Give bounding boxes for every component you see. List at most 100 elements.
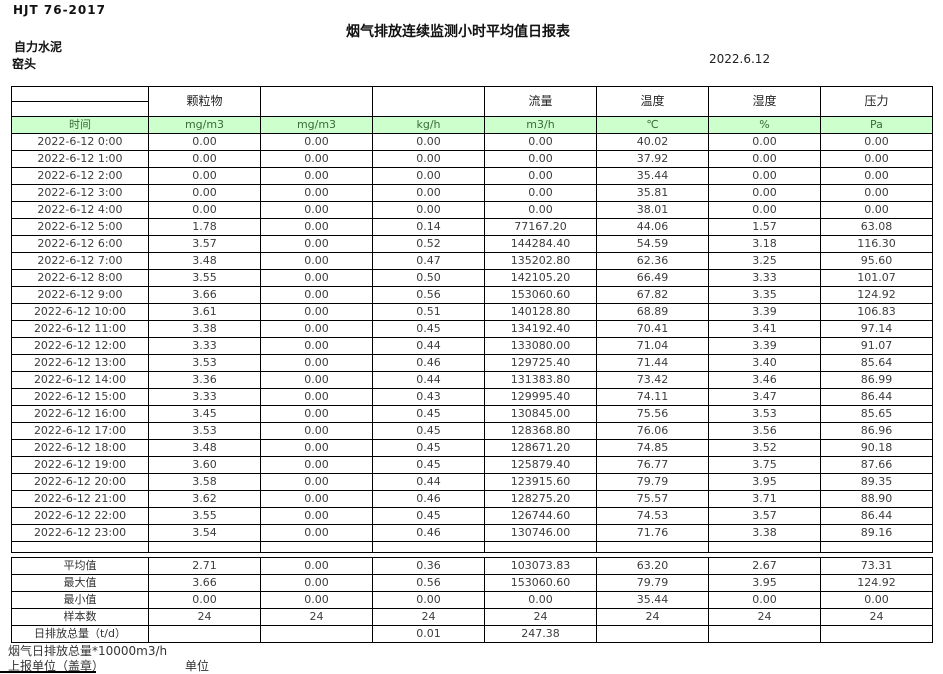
value-cell: 3.62 — [148, 490, 261, 508]
table-row: 2022-6-12 13:00 3.53 0.00 0.46 129725.40 71.4… — [11, 354, 933, 372]
value-cell: 3.55 — [148, 507, 261, 525]
time-cell: 2022-6-12 11:00 — [11, 320, 149, 338]
value-cell: 3.54 — [148, 524, 261, 542]
summary-row: 日排放总量（t/d） 0.01 247.38 — [11, 625, 933, 643]
value-cell: 0.00 — [820, 167, 933, 185]
value-cell: 74.53 — [596, 507, 709, 525]
value-cell: 0.50 — [372, 269, 485, 287]
value-cell: 3.38 — [148, 320, 261, 338]
value-cell: 3.39 — [708, 337, 821, 355]
value-cell: 0.00 — [260, 320, 373, 338]
value-cell: 0.00 — [260, 439, 373, 457]
value-cell: 3.71 — [708, 490, 821, 508]
value-cell: 0.00 — [260, 150, 373, 168]
unit-percent: % — [708, 116, 821, 134]
value-cell: 86.44 — [820, 507, 933, 525]
value-cell: 0.46 — [372, 490, 485, 508]
value-cell: 130746.00 — [484, 524, 597, 542]
header-corner-top — [12, 88, 148, 102]
value-cell: 3.25 — [708, 252, 821, 270]
value-cell: 0.00 — [260, 218, 373, 236]
time-cell: 2022-6-12 17:00 — [11, 422, 149, 440]
value-cell: 0.52 — [372, 235, 485, 253]
value-cell: 76.06 — [596, 422, 709, 440]
value-cell: 135202.80 — [484, 252, 597, 270]
value-cell: 0.00 — [708, 184, 821, 202]
value-cell: 67.82 — [596, 286, 709, 304]
value-cell: 0.45 — [372, 507, 485, 525]
table-row: 2022-6-12 22:00 3.55 0.00 0.45 126744.60 74.5… — [11, 507, 933, 525]
report-date: 2022.6.12 — [709, 52, 771, 66]
value-cell: 24 — [484, 608, 597, 626]
footer-report-unit-label: 上报单位（盖章） — [8, 659, 105, 673]
value-cell: 129725.40 — [484, 354, 597, 372]
value-cell: 0.00 — [260, 557, 373, 575]
value-cell: 77167.20 — [484, 218, 597, 236]
summary-row: 样本数 24 24 24 24 24 24 24 — [11, 608, 933, 626]
value-cell: 0.00 — [148, 167, 261, 185]
value-cell: 38.01 — [596, 201, 709, 219]
value-cell: 0.00 — [260, 167, 373, 185]
value-cell: 0.00 — [484, 167, 597, 185]
table-row: 2022-6-12 15:00 3.33 0.00 0.43 129995.40 74.1… — [11, 388, 933, 406]
value-cell: 71.76 — [596, 524, 709, 542]
value-cell: 0.00 — [484, 201, 597, 219]
value-cell: 133080.00 — [484, 337, 597, 355]
value-cell: 0.00 — [260, 591, 373, 609]
value-cell: 3.52 — [708, 439, 821, 457]
value-cell: 0.00 — [260, 354, 373, 372]
time-cell: 2022-6-12 23:00 — [11, 524, 149, 542]
value-cell: 3.48 — [148, 252, 261, 270]
value-cell: 0.00 — [260, 490, 373, 508]
value-cell: 124.92 — [820, 574, 933, 592]
header-corner-cell — [11, 86, 149, 117]
value-cell: 3.95 — [708, 574, 821, 592]
doc-code: HJT 76-2017 — [13, 3, 106, 17]
time-cell: 2022-6-12 20:00 — [11, 473, 149, 491]
value-cell: 63.20 — [596, 557, 709, 575]
table-row: 2022-6-12 0:00 0.00 0.00 0.00 0.00 40.02 0.00 0… — [11, 133, 933, 151]
header-pressure: 压力 — [820, 86, 933, 117]
summary-label-cell: 日排放总量（t/d） — [11, 625, 149, 643]
value-cell: 0.56 — [372, 574, 485, 592]
table-row: 2022-6-12 9:00 3.66 0.00 0.56 153060.60 67.82… — [11, 286, 933, 304]
time-cell: 2022-6-12 15:00 — [11, 388, 149, 406]
value-cell: 0.00 — [148, 591, 261, 609]
value-cell: 0.45 — [372, 456, 485, 474]
company-name: 自力水泥 — [14, 40, 63, 54]
summary-rows: 平均值 2.71 0.00 0.36 103073.83 63.20 2.67 73.31 最大… — [11, 557, 933, 643]
table-row: 2022-6-12 17:00 3.53 0.00 0.45 128368.80 76.0… — [11, 422, 933, 440]
value-cell: 3.53 — [148, 422, 261, 440]
value-cell: 24 — [372, 608, 485, 626]
value-cell: 70.41 — [596, 320, 709, 338]
header-group-row: 颗粒物 流量 温度 湿度 压力 — [11, 86, 933, 117]
time-cell: 2022-6-12 18:00 — [11, 439, 149, 457]
value-cell: 24 — [708, 608, 821, 626]
time-cell: 2022-6-12 5:00 — [11, 218, 149, 236]
unit-m3-h: m3/h — [484, 116, 597, 134]
time-cell: 2022-6-12 7:00 — [11, 252, 149, 270]
value-cell: 101.07 — [820, 269, 933, 287]
time-cell: 2022-6-12 1:00 — [11, 150, 149, 168]
units-row: 时间 mg/m3 mg/m3 kg/h m3/h ℃ % Pa — [11, 116, 933, 134]
value-cell: 3.47 — [708, 388, 821, 406]
value-cell: 91.07 — [820, 337, 933, 355]
time-cell: 2022-6-12 14:00 — [11, 371, 149, 389]
value-cell: 0.00 — [372, 201, 485, 219]
value-cell: 3.95 — [708, 473, 821, 491]
value-cell — [260, 625, 373, 643]
value-cell: 44.06 — [596, 218, 709, 236]
value-cell: 0.46 — [372, 524, 485, 542]
value-cell: 0.00 — [820, 150, 933, 168]
value-cell: 3.53 — [148, 354, 261, 372]
value-cell: 0.43 — [372, 388, 485, 406]
bottom-edge-line — [0, 671, 96, 673]
time-cell: 2022-6-12 16:00 — [11, 405, 149, 423]
value-cell: 3.53 — [708, 405, 821, 423]
value-cell: 3.57 — [148, 235, 261, 253]
value-cell: 71.04 — [596, 337, 709, 355]
table-row: 2022-6-12 12:00 3.33 0.00 0.44 133080.00 71.0… — [11, 337, 933, 355]
value-cell: 0.00 — [260, 388, 373, 406]
time-cell: 2022-6-12 8:00 — [11, 269, 149, 287]
value-cell: 153060.60 — [484, 574, 597, 592]
